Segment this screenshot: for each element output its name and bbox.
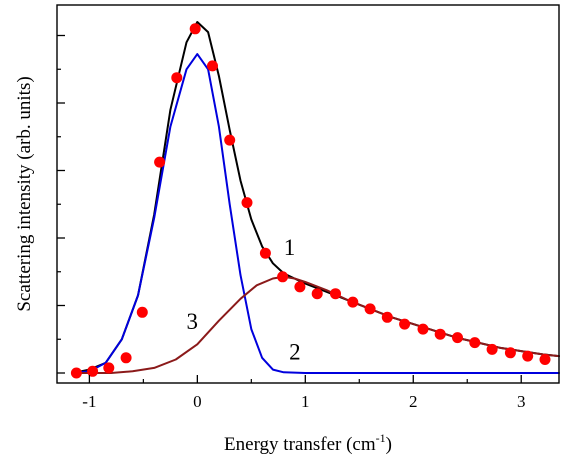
data-point	[539, 354, 551, 365]
axis-layer: -1 0 1 2 3	[57, 34, 526, 411]
data-point	[522, 350, 534, 362]
data-point	[70, 367, 82, 379]
data-point	[259, 247, 271, 259]
x-tick-label: 2	[409, 392, 418, 411]
data-point	[154, 156, 166, 168]
data-point	[103, 362, 115, 374]
data-point	[452, 332, 463, 344]
data-point	[120, 352, 132, 364]
data-point	[504, 347, 516, 359]
data-point	[241, 197, 253, 209]
data-point	[434, 328, 446, 340]
data-point	[311, 288, 323, 300]
data-point	[189, 23, 201, 35]
x-tick-label: 0	[193, 392, 202, 411]
data-point	[399, 318, 411, 330]
y-axis-label: Scattering intensity (arb. units)	[14, 76, 35, 311]
data-point	[277, 271, 289, 283]
x-tick-label: -1	[82, 392, 96, 411]
data-point	[364, 303, 376, 315]
data-point	[294, 281, 306, 293]
data-point	[87, 365, 99, 377]
data-point	[207, 60, 218, 72]
plot-layer: 1 2 3	[70, 21, 560, 379]
x-tick-label: 1	[301, 392, 310, 411]
data-point	[469, 337, 481, 349]
plot-frame	[56, 4, 560, 384]
data-point	[486, 343, 498, 355]
data-point	[417, 323, 429, 335]
x-axis-label-superscript: -1	[376, 431, 386, 445]
data-point	[330, 288, 341, 300]
data-point	[224, 134, 236, 146]
x-axis-label-suffix: )	[386, 434, 392, 455]
x-tick-label: 3	[517, 392, 526, 411]
curve-label-3: 3	[187, 309, 199, 334]
x-axis-label: Energy transfer (cm-1)	[224, 431, 392, 455]
curve-label-2: 2	[289, 340, 301, 365]
curve-label-1: 1	[284, 235, 296, 260]
x-axis-label-main: Energy transfer (cm	[224, 434, 376, 455]
data-point	[381, 311, 393, 323]
data-point	[136, 306, 148, 318]
data-point	[171, 72, 183, 84]
data-point	[347, 296, 359, 308]
curve-2	[72, 53, 560, 374]
